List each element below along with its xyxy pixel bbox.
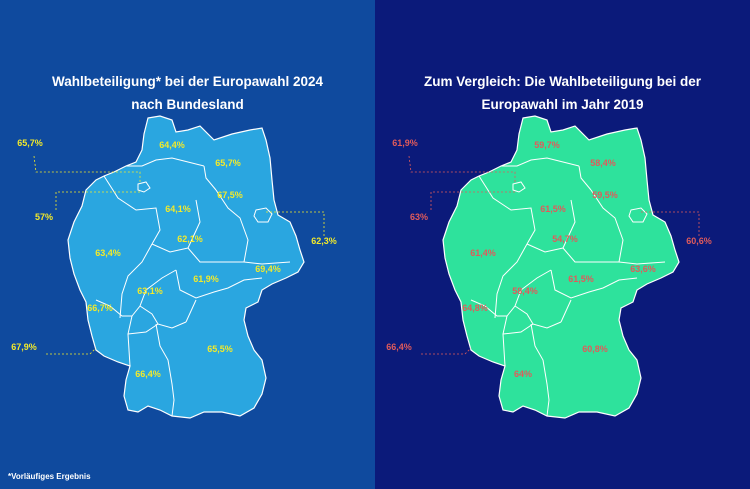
left-title-line2: nach Bundesland	[131, 97, 244, 112]
germany-map-2019: 59,7% 61,9% 58,4% 63% 61,5% 59,5% 60,6% 54,7% 61…	[386, 115, 712, 419]
map2024-state-border	[119, 243, 153, 319]
map2019-label-th: 61,5%	[568, 274, 594, 284]
footnote: *Vorläufiges Ergebnis	[8, 472, 91, 481]
map2019-state-border	[550, 269, 638, 299]
map2019-label-nw: 61,4%	[470, 248, 496, 258]
map2024-label-by: 65,5%	[207, 344, 233, 354]
map2019-label-sh: 59,7%	[534, 140, 560, 150]
map2024-label-sl: 67,9%	[11, 342, 37, 352]
map2024-state-border	[139, 305, 159, 325]
map2024-label-he: 63,1%	[137, 286, 163, 296]
map2019-label-by: 60,8%	[582, 344, 608, 354]
map2019-label-bw: 64%	[514, 369, 532, 379]
map2024-state-border	[95, 299, 133, 367]
map2019-label-hh: 61,9%	[392, 138, 418, 148]
map2024-state-border	[103, 175, 161, 245]
map2019-hamburg-shape	[512, 181, 526, 193]
map2019-label-st: 54,7%	[552, 234, 578, 244]
map2024-label-bb: 62,3%	[311, 236, 337, 246]
map2019-state-border	[560, 299, 572, 323]
map2024-label-ni: 64,1%	[165, 204, 191, 214]
map2024-state-border	[175, 269, 263, 299]
map2024-leader-sl	[46, 347, 97, 355]
map2024-label-be: 67,5%	[217, 190, 243, 200]
map2019-label-be: 59,5%	[592, 190, 618, 200]
map2024-berlin-shape	[253, 207, 273, 223]
map2019-label-mv: 58,4%	[590, 158, 616, 168]
map2024-label-st: 62,1%	[177, 234, 203, 244]
map2024-state-border	[131, 269, 177, 317]
map2024-leader-bb	[266, 211, 325, 236]
map2024-state-border	[151, 243, 189, 253]
map2019-leader-hh	[408, 155, 516, 184]
map2024-label-mv: 65,7%	[215, 158, 241, 168]
map2024-label-sh: 64,4%	[159, 140, 185, 150]
map2024-leader-hb	[55, 191, 140, 210]
map2019-state-border	[506, 269, 552, 317]
map2019-state-border	[501, 157, 580, 167]
right-title: Zum Vergleich: Die Wahlbeteiligung bei d…	[375, 70, 750, 116]
map2024-label-th: 61,9%	[193, 274, 219, 284]
map2019-berlin-shape	[628, 207, 648, 223]
map2019-leader-sl	[421, 347, 472, 355]
map2019-state-border	[494, 243, 528, 319]
map2019-label-sn: 63,6%	[630, 264, 656, 274]
map2024-label-hh: 65,7%	[17, 138, 43, 148]
map2019-state-border	[470, 299, 508, 367]
map2019-label-he: 58,4%	[512, 286, 538, 296]
left-panel-2024: Wahlbeteiligung* bei der Europawahl 2024…	[0, 0, 375, 489]
right-title-line2: Europawahl im Jahr 2019	[481, 97, 644, 112]
map2024-label-bw: 66,4%	[135, 369, 161, 379]
map2019-state-border	[530, 323, 550, 417]
left-title-line1: Wahlbeteiligung* bei der Europawahl 2024	[51, 74, 324, 89]
map2024-state-border	[126, 157, 205, 167]
map2019-label-hb: 63%	[410, 212, 428, 222]
map2019-label-ni: 61,5%	[540, 204, 566, 214]
map2019-state-border	[478, 175, 536, 245]
map2019-state-border	[578, 165, 592, 191]
map2024-label-nw: 63,4%	[95, 248, 121, 258]
map2024-state-border	[187, 199, 201, 249]
map2019-state-border	[562, 199, 576, 249]
map2024-leader-hh	[33, 155, 141, 184]
map2019-label-sl: 66,4%	[386, 342, 412, 352]
left-title: Wahlbeteiligung* bei der Europawahl 2024…	[0, 70, 375, 116]
map2019-leader-hb	[430, 191, 515, 210]
map2024-state-border	[185, 299, 197, 323]
map2024-label-rp: 66,7%	[87, 303, 113, 313]
map2024-label-hb: 57%	[35, 212, 53, 222]
map2019-label-rp: 64,8%	[462, 303, 488, 313]
map2019-state-border	[562, 247, 666, 265]
map2024-state-border	[215, 189, 249, 263]
germany-map-2024: 64,4% 65,7% 65,7% 57% 64,1% 67,5% 62,3% 62,1% 63…	[11, 115, 337, 419]
right-panel-2019: Zum Vergleich: Die Wahlbeteiligung bei d…	[375, 0, 750, 489]
map2024-state-border	[203, 165, 217, 191]
map2024-label-sn: 69,4%	[255, 264, 281, 274]
map2019-state-border	[526, 243, 564, 253]
map2024-outline	[67, 115, 305, 419]
map2024-state-border	[155, 323, 175, 417]
map2019-state-border	[514, 305, 534, 325]
map2019-state-border	[590, 189, 624, 263]
right-title-line1: Zum Vergleich: Die Wahlbeteiligung bei d…	[423, 74, 702, 89]
map2019-label-bb: 60,6%	[686, 236, 712, 246]
map2024-hamburg-shape	[137, 181, 151, 193]
map2019-leader-bb	[641, 211, 700, 236]
map2019-outline	[442, 115, 680, 419]
map2024-state-border	[187, 247, 291, 265]
